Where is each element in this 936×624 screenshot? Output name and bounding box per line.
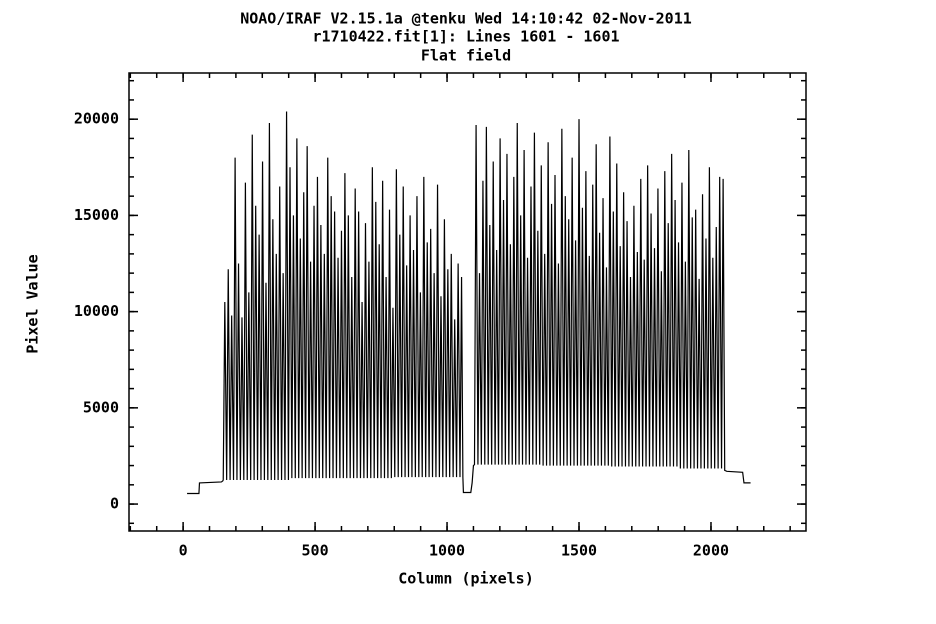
x-tick-label: 1500 bbox=[561, 542, 597, 560]
chart-subtitle: Flat field bbox=[421, 47, 511, 65]
x-tick-label: 1000 bbox=[429, 542, 465, 560]
plot-frame bbox=[128, 72, 807, 532]
y-tick-label: 0 bbox=[110, 495, 119, 513]
y-tick-label: 5000 bbox=[83, 398, 119, 416]
y-tick-label: 15000 bbox=[74, 206, 119, 224]
y-axis-label: Pixel Value bbox=[24, 254, 42, 353]
x-axis-label: Column (pixels) bbox=[398, 570, 533, 588]
chart-title: NOAO/IRAF V2.15.1a @tenku Wed 14:10:42 0… bbox=[240, 10, 692, 28]
x-tick-label: 2000 bbox=[693, 542, 729, 560]
x-tick-label: 500 bbox=[302, 542, 329, 560]
x-tick-label: 0 bbox=[179, 542, 188, 560]
y-tick-label: 20000 bbox=[74, 110, 119, 128]
chart-subtitle: r1710422.fit[1]: Lines 1601 - 1601 bbox=[312, 28, 619, 46]
data-line bbox=[187, 111, 751, 495]
y-tick-label: 10000 bbox=[74, 302, 119, 320]
